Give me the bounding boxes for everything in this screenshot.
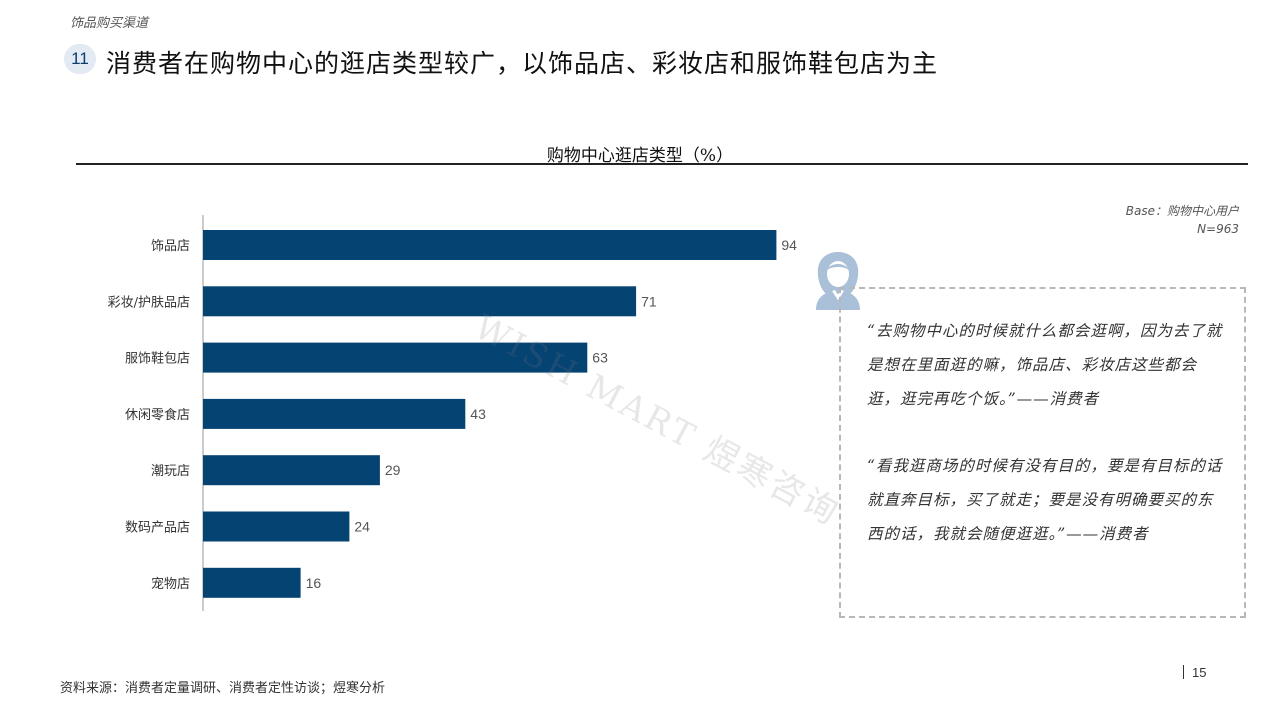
page-number-text: 15	[1192, 665, 1207, 680]
base-note-line1: Base：购物中心用户	[1125, 204, 1239, 218]
bar-6	[203, 567, 301, 598]
page-headline: 消费者在购物中心的逛店类型较广，以饰品店、彩妆店和服饰鞋包店为主	[106, 49, 939, 78]
base-note: Base：购物中心用户 N=963	[1126, 202, 1239, 238]
category-label-2: 服饰鞋包店	[125, 351, 190, 367]
category-label-3: 休闲零食店	[125, 407, 190, 423]
source-note: 资料来源：消费者定量调研、消费者定性访谈；煜寒分析	[60, 681, 386, 696]
category-label-4: 潮玩店	[151, 464, 190, 479]
value-label-4: 29	[385, 462, 401, 478]
value-label-5: 24	[354, 519, 370, 535]
value-label-1: 71	[641, 293, 657, 309]
page-number-badge: 11	[64, 44, 96, 74]
title-rule	[76, 163, 1248, 165]
bar-2	[203, 342, 588, 373]
consumer-quote-1: “去购物中心的时候就什么都会逛啊，因为去了就是想在里面逛的嘛，饰品店、彩妆店这些…	[867, 322, 1223, 408]
value-label-6: 16	[306, 575, 322, 591]
section-label: 饰品购买渠道	[70, 16, 149, 31]
value-label-0: 94	[781, 237, 797, 253]
value-label-3: 43	[470, 406, 486, 422]
bar-1	[203, 286, 637, 317]
bar-5	[203, 511, 350, 542]
category-label-1: 彩妆/护肤品店	[108, 295, 190, 310]
base-note-line2: N=963	[1197, 222, 1239, 236]
value-label-2: 63	[592, 350, 608, 366]
page-number: 15	[1183, 665, 1206, 680]
category-label-6: 宠物店	[151, 576, 190, 592]
chart-title: 购物中心逛店类型（%）	[546, 146, 734, 166]
bar-3	[203, 398, 466, 429]
category-label-0: 饰品店	[151, 239, 190, 254]
category-label-5: 数码产品店	[125, 521, 190, 536]
bar-4	[203, 455, 380, 486]
quote-box: “去购物中心的时候就什么都会逛啊，因为去了就是想在里面逛的嘛，饰品店、彩妆店这些…	[839, 287, 1246, 618]
consumer-avatar-icon	[816, 252, 860, 310]
consumer-quote-2: “看我逛商场的时候有没有目的，要是有目标的话就直奔目标，买了就走；要是没有明确要…	[867, 457, 1223, 543]
bar-0	[203, 230, 777, 260]
